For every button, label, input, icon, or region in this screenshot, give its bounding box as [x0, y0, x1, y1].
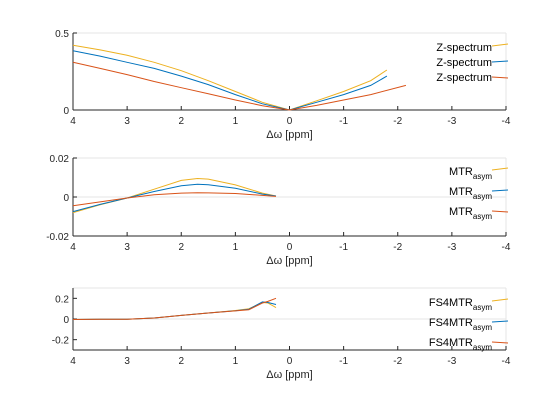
y-tick-label: 0 [63, 106, 69, 117]
legend-label: FS4MTRasym [429, 297, 492, 312]
x-tick-label: 3 [124, 116, 130, 127]
series-line-3 [72, 61, 407, 111]
legend-label-main: MTR [449, 186, 473, 198]
axes-3: 4 3 2 1 0 -1 -2 -3 -4-0.200.2Δω [ppm]FS4MTRasymF… [52, 287, 511, 381]
x-tick-label: 3 [124, 242, 130, 253]
x-tick-label: -3 [447, 356, 456, 367]
x-tick-label: -3 [447, 242, 456, 253]
legend-label-sub: asym [473, 192, 492, 201]
y-tick-label: 0 [63, 193, 69, 204]
legend-label-main: FS4MTR [429, 317, 473, 329]
legend-label-main: MTR [449, 206, 473, 218]
series-line-1 [72, 301, 277, 320]
x-tick-label: -4 [502, 242, 511, 253]
x-tick-label: 4 [70, 356, 76, 367]
x-tick-label: 4 [70, 242, 76, 253]
x-tick-label: -3 [447, 116, 456, 127]
y-tick-label: -0.2 [52, 336, 70, 347]
legend-label: Z-spectrum [436, 57, 492, 69]
series-line-1 [72, 177, 277, 214]
legend-label: MTRasym [449, 166, 492, 181]
legend-label: FS4MTRasym [429, 337, 492, 352]
legend-label: Z-spectrum [436, 42, 492, 54]
legend-swatch [491, 189, 509, 192]
y-tick-label: 0.5 [55, 29, 69, 40]
x-tick-label: -1 [339, 242, 348, 253]
x-tick-label: -2 [393, 356, 402, 367]
x-tick-label: 0 [287, 356, 293, 367]
y-tick-label: 0 [63, 315, 69, 326]
x-tick-label: -2 [393, 242, 402, 253]
x-tick-label: -2 [393, 116, 402, 127]
x-tick-label: 0 [287, 242, 293, 253]
legend-label-sub: asym [473, 323, 492, 332]
x-axis-label: Δω [ppm] [266, 369, 313, 381]
y-tick-label: 0.02 [50, 154, 70, 165]
legend-swatch [491, 298, 509, 302]
legend-label: Z-spectrum [436, 72, 492, 84]
x-axis-label: Δω [ppm] [266, 255, 313, 267]
x-axis-label: Δω [ppm] [266, 129, 313, 141]
x-tick-label: -1 [339, 116, 348, 127]
legend-swatch [491, 320, 509, 323]
x-tick-label: -4 [502, 356, 511, 367]
series-line-2 [72, 50, 388, 111]
series-line-1 [72, 44, 388, 111]
series-line-2 [72, 183, 277, 213]
legend-label: MTRasym [449, 186, 492, 201]
x-tick-label: 0 [287, 116, 293, 127]
legend-label-sub: asym [473, 343, 492, 352]
legend-label-main: MTR [449, 166, 473, 178]
legend-label-main: FS4MTR [429, 337, 473, 349]
x-tick-label: 1 [233, 356, 239, 367]
series-line-2 [72, 301, 277, 320]
legend-label: MTRasym [449, 206, 492, 221]
axes-1: 4 3 2 1 0 -1 -2 -3 -400.5Δω [ppm]Z-spectrumZ-spe… [55, 29, 511, 141]
x-tick-label: 2 [178, 242, 184, 253]
legend: Z-spectrum Z-spectrum Z-spectrum [436, 42, 509, 84]
legend-label-sub: asym [473, 303, 492, 312]
legend-swatch [491, 341, 509, 344]
series-line-3 [72, 192, 277, 207]
legend-swatch [491, 43, 509, 47]
legend-swatch [491, 167, 509, 171]
x-tick-label: -4 [502, 116, 511, 127]
y-tick-label: 0.2 [55, 294, 69, 305]
legend-swatch [491, 60, 509, 63]
x-tick-label: 3 [124, 356, 130, 367]
legend-swatch [491, 210, 509, 213]
legend-label-main: FS4MTR [429, 297, 473, 309]
legend-label-sub: asym [473, 212, 492, 221]
x-tick-label: -1 [339, 356, 348, 367]
legend-label-sub: asym [473, 172, 492, 181]
x-tick-label: 4 [70, 116, 76, 127]
x-tick-label: 2 [178, 356, 184, 367]
x-tick-label: 1 [233, 242, 239, 253]
series-line-3 [72, 297, 277, 320]
legend-label: FS4MTRasym [429, 317, 492, 332]
legend-swatch [491, 76, 509, 79]
y-tick-label: -0.02 [46, 232, 69, 243]
x-tick-label: 1 [233, 116, 239, 127]
x-tick-label: 2 [178, 116, 184, 127]
